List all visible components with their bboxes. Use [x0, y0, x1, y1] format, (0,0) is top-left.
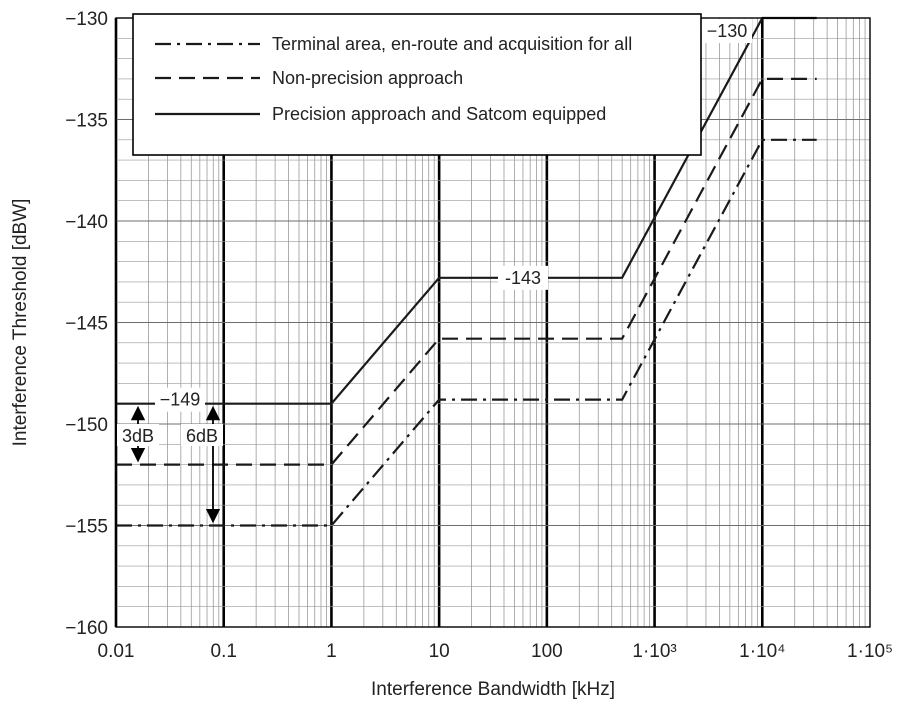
series-line-dashed — [116, 77, 817, 466]
y-tick-label: −135 — [65, 111, 108, 132]
label-3db-bg — [117, 424, 159, 446]
x-tick-label: 10 — [429, 641, 450, 662]
label-minus-143: -143 — [505, 268, 541, 288]
x-tick-label: 1·10⁴ — [739, 641, 785, 662]
x-tick-label: 1·10⁵ — [847, 641, 893, 662]
legend-box — [132, 13, 702, 156]
y-tick-label: −160 — [65, 618, 108, 639]
series-line-dashdot — [116, 138, 817, 527]
x-tick-label: 0.01 — [98, 641, 135, 662]
x-axis-title: Interference Bandwidth [kHz] — [371, 679, 615, 700]
label-minus-149: −149 — [160, 390, 201, 410]
y-axis-title: Interference Threshold [dBW] — [10, 199, 31, 447]
label-6db-bg — [181, 424, 223, 446]
label-minus-149-bg — [155, 387, 205, 412]
y-tick-label: −150 — [65, 415, 108, 436]
y-tick-label: −145 — [65, 314, 108, 335]
legend: Terminal area, en-route and acquisition … — [132, 13, 702, 156]
legend-entry: Precision approach and Satcom equipped — [272, 104, 606, 124]
label-minus-130: −130 — [707, 21, 748, 41]
axes: 0.01 0.1 1 10 100 1·10³ 1·10⁴ 1·10⁵ −160 −155 −150… — [10, 9, 893, 700]
label-minus-130-bg — [702, 19, 752, 43]
y-tick-label: −130 — [65, 9, 108, 30]
x-tick-label: 1 — [326, 641, 337, 662]
x-tick-label: 1·10³ — [632, 641, 676, 662]
x-tick-label: 0.1 — [211, 641, 237, 662]
legend-entry: Terminal area, en-route and acquisition … — [272, 34, 632, 54]
label-6db: 6dB — [186, 426, 218, 446]
y-tick-label: −155 — [65, 517, 108, 538]
x-tick-label: 100 — [531, 641, 563, 662]
y-tick-label: −140 — [65, 212, 108, 233]
label-3db: 3dB — [122, 426, 154, 446]
label-minus-143-bg — [498, 265, 548, 290]
legend-entry: Non-precision approach — [272, 68, 463, 88]
annotations: −149 -143 −130 3dB 6dB — [117, 19, 752, 524]
